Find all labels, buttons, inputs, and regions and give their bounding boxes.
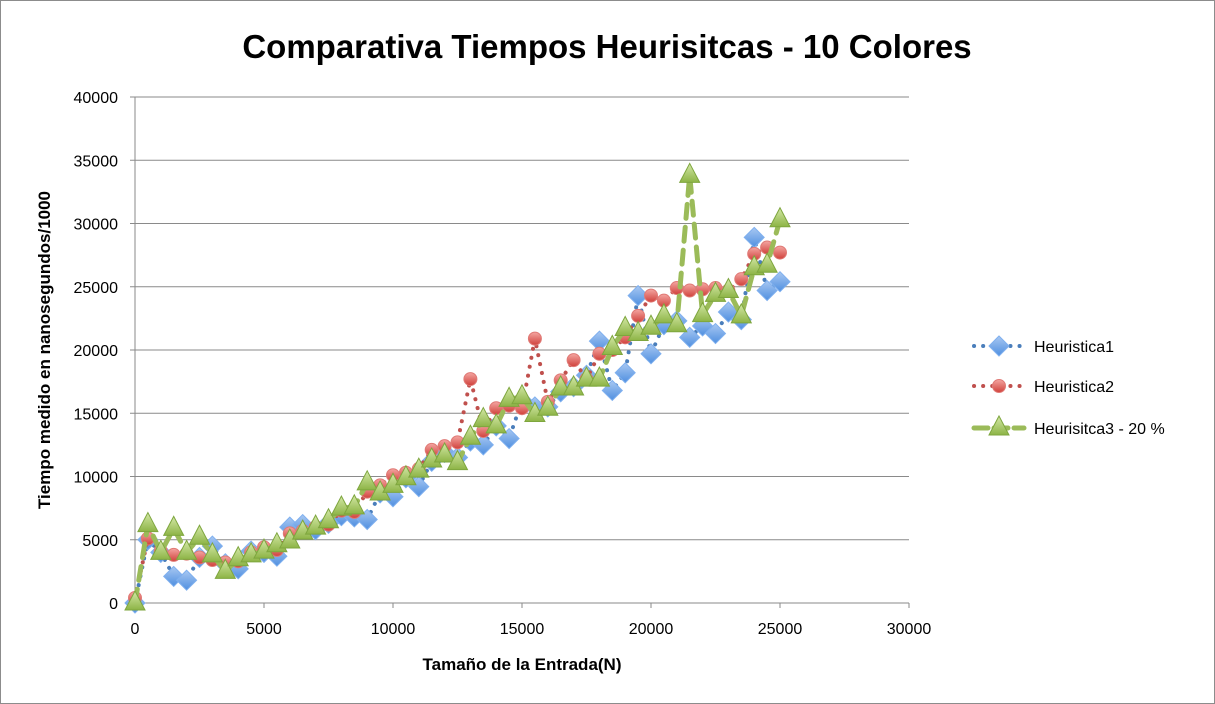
series-line [132, 172, 783, 606]
data-point [463, 372, 478, 387]
legend-label: Heurisitca3 - 20 % [1034, 421, 1165, 438]
axes [130, 96, 910, 608]
data-point [511, 383, 533, 405]
data-point [485, 412, 508, 434]
data-point [356, 508, 378, 531]
legend-label: Heuristica2 [1034, 379, 1114, 396]
y-tick-label: 0 [109, 596, 118, 613]
data-point [678, 326, 701, 349]
legend-marker [988, 414, 1010, 436]
data-point [527, 331, 542, 346]
series-2 [128, 240, 787, 605]
data-point [124, 589, 146, 611]
data-point [644, 288, 658, 303]
data-point [627, 284, 649, 307]
data-point [175, 539, 198, 560]
data-point [691, 301, 714, 323]
data-point [717, 277, 740, 299]
data-point [769, 206, 791, 228]
data-point [756, 252, 778, 273]
data-point [175, 569, 198, 591]
y-axis-title: Tiempo medido en nanosegundos/1000 [35, 191, 54, 509]
legend-item: Heuristica2 [972, 379, 1114, 396]
data-point [162, 515, 185, 536]
data-point [734, 272, 749, 287]
y-tick-label: 15000 [74, 406, 119, 423]
data-point [678, 162, 701, 183]
data-point [472, 406, 495, 428]
legend-marker [988, 335, 1010, 357]
legend: Heuristica1 Heuristica2 Heurisitca3 - 20 % [971, 335, 1165, 438]
data-point [566, 353, 581, 368]
x-tick-label: 15000 [500, 621, 545, 638]
x-axis-title: Tamaño de la Entrada(N) [423, 655, 622, 674]
data-point [459, 424, 482, 445]
data-point [601, 334, 624, 355]
y-tick-label: 5000 [82, 533, 118, 550]
chart-title: Comparativa Tiempos Heurisitcas - 10 Col… [242, 28, 971, 65]
data-point [614, 315, 637, 336]
data-point [536, 395, 559, 416]
y-tick-labels: 0 5000 10000 15000 20000 25000 30000 35000 40000 [74, 90, 119, 613]
data-point [137, 511, 159, 533]
data-point [704, 322, 727, 345]
legend-label: Heuristica1 [1034, 339, 1114, 356]
data-point [730, 302, 753, 324]
data-point [407, 457, 430, 478]
x-tick-labels: 0 5000 10000 15000 20000 25000 30000 [131, 621, 932, 638]
series-3 [124, 162, 791, 611]
y-tick-label: 35000 [74, 153, 119, 170]
series-line [133, 245, 782, 600]
gridlines [135, 96, 909, 541]
y-tick-label: 40000 [74, 90, 119, 107]
data-point [773, 245, 787, 260]
data-point [640, 314, 662, 335]
data-point [631, 308, 646, 323]
data-point [653, 302, 675, 324]
series [124, 162, 791, 614]
data-point [498, 427, 520, 450]
legend-marker [992, 379, 1006, 393]
y-tick-label: 30000 [74, 217, 119, 234]
legend-item: Heuristica1 [972, 335, 1114, 357]
data-point [756, 279, 778, 302]
data-point [682, 283, 697, 298]
y-tick-label: 25000 [74, 280, 119, 297]
data-point [433, 441, 456, 463]
x-tick-label: 0 [131, 621, 140, 638]
x-tick-label: 20000 [629, 621, 674, 638]
x-tick-label: 30000 [887, 621, 932, 638]
data-point [614, 362, 636, 384]
y-tick-label: 20000 [74, 343, 119, 360]
data-point [317, 507, 340, 529]
data-point [588, 366, 611, 387]
data-point [446, 449, 469, 471]
legend-item: Heurisitca3 - 20 % [971, 414, 1165, 438]
data-point [665, 311, 688, 333]
y-tick-label: 10000 [74, 470, 119, 487]
x-tick-label: 5000 [246, 621, 282, 638]
data-point [149, 539, 172, 560]
data-point [769, 270, 791, 293]
data-point [356, 469, 379, 491]
data-point [640, 343, 662, 365]
data-point [188, 524, 211, 545]
data-point [201, 541, 224, 563]
data-point [343, 493, 366, 515]
x-tick-label: 25000 [758, 621, 803, 638]
x-tick-label: 10000 [371, 621, 416, 638]
data-point [214, 558, 237, 579]
